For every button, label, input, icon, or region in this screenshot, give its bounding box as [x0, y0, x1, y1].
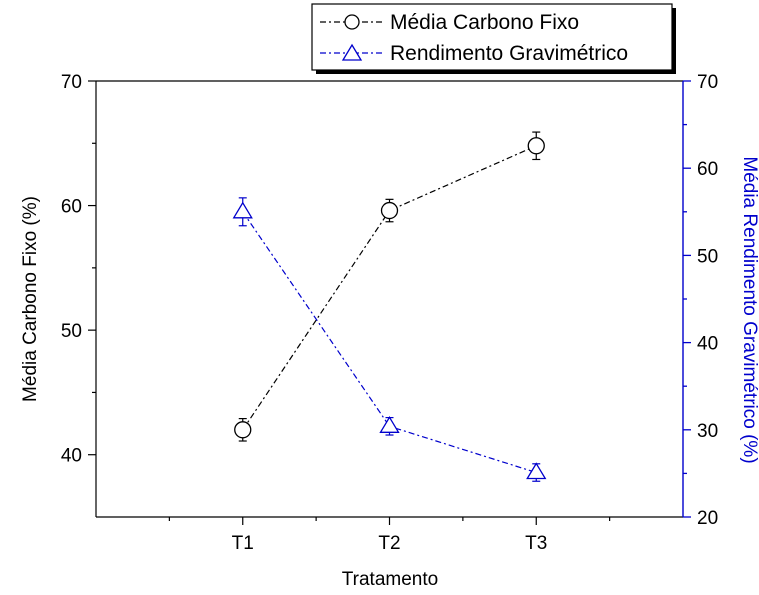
data-point-triangle	[379, 416, 400, 433]
left-tick-label: 60	[61, 197, 82, 218]
left-axis-title: Média Carbono Fixo (%)	[20, 196, 41, 402]
legend-marker-carbono	[344, 14, 360, 30]
right-tick-label: 30	[697, 421, 718, 442]
left-axis-ticks: 40 50 60 70	[61, 72, 96, 467]
right-tick-label: 50	[697, 246, 718, 267]
left-tick-label: 50	[61, 321, 82, 342]
right-tick-label: 60	[697, 159, 718, 180]
data-point-circle	[527, 137, 545, 155]
right-tick-label: 40	[697, 334, 718, 355]
left-tick-label: 40	[61, 446, 82, 467]
x-tick-label: T2	[378, 533, 400, 554]
x-tick-label: T3	[525, 533, 547, 554]
left-tick-label: 70	[61, 72, 82, 93]
x-tick-label: T1	[232, 533, 254, 554]
series-line-1	[242, 211, 537, 474]
series-layer	[232, 131, 547, 482]
legend: Média Carbono Fixo Rendimento Gravimétri…	[311, 3, 676, 74]
x-axis-ticks: T1 T2 T3	[168, 517, 611, 554]
right-tick-label: 20	[697, 508, 718, 529]
legend-marker-rendimento	[341, 43, 363, 61]
right-tick-label: 70	[697, 72, 718, 93]
legend-label-rendimento: Rendimento Gravimétrico	[390, 42, 628, 65]
right-axis-title: Média Rendimento Gravimétrico (%)	[739, 156, 759, 463]
legend-label-carbono: Média Carbono Fixo	[390, 11, 579, 34]
legend-box	[311, 3, 673, 71]
right-axis-ticks: 20 30 40 50 60 70	[683, 72, 718, 529]
data-point-circle	[234, 421, 252, 439]
x-axis-title: Tratamento	[342, 569, 438, 590]
data-point-triangle	[526, 462, 547, 480]
data-point-triangle	[232, 201, 253, 219]
series-line-0	[242, 145, 537, 431]
data-point-circle	[380, 201, 399, 220]
